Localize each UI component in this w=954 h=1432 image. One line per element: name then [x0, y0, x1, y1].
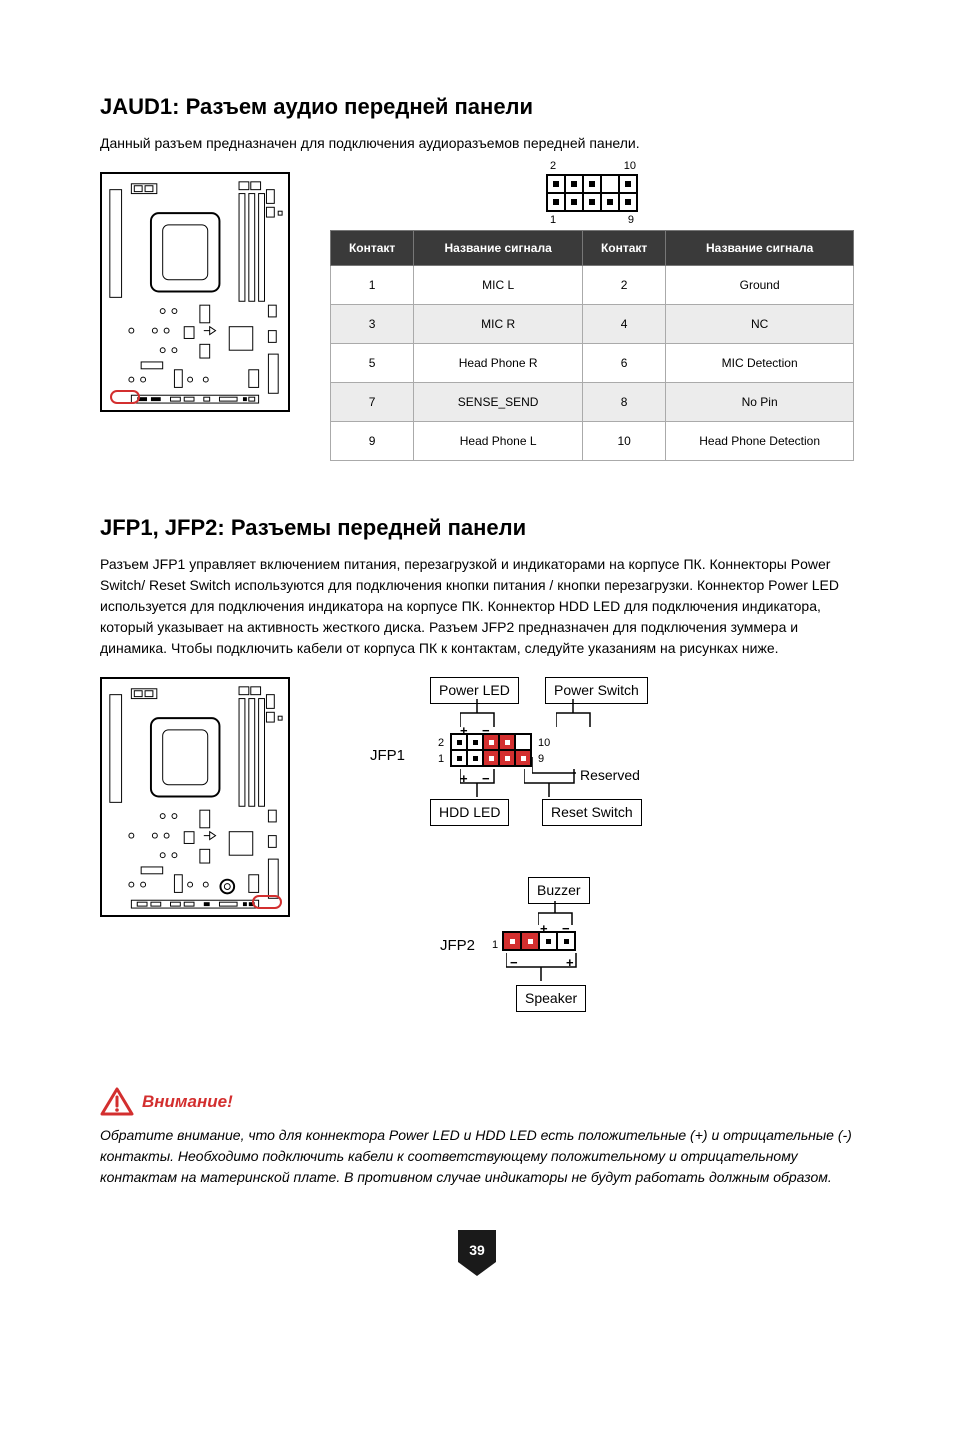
- table-cell: MIC L: [414, 266, 583, 305]
- table-cell: Ground: [666, 266, 854, 305]
- buzzer-label: Buzzer: [528, 877, 590, 904]
- table-row: 1MIC L2Ground: [331, 266, 854, 305]
- table-cell: NC: [666, 305, 854, 344]
- table-cell: No Pin: [666, 383, 854, 422]
- table-cell: 2: [583, 266, 666, 305]
- table-cell: 10: [583, 422, 666, 461]
- warning-icon: [100, 1087, 134, 1117]
- motherboard-diagram-2: [100, 677, 290, 917]
- mobo-svg-2: [102, 679, 288, 914]
- jfp1-name: JFP1: [370, 745, 405, 768]
- pin-label-2: 2: [550, 158, 556, 175]
- motherboard-diagram-1: [100, 172, 290, 412]
- bracket-top-right: [556, 699, 596, 729]
- table-row: 3MIC R4NC: [331, 305, 854, 344]
- jaud1-row: 2 10 1 9: [100, 172, 854, 461]
- speaker-label: Speaker: [516, 985, 586, 1012]
- table-cell: 1: [331, 266, 414, 305]
- bracket-bot-left: [460, 769, 500, 799]
- bracket-speaker: [506, 953, 580, 983]
- th-signal-1: Название сигнала: [414, 231, 583, 266]
- jfp1-pin-10: 10: [538, 735, 550, 752]
- table-row: 9Head Phone L10Head Phone Detection: [331, 422, 854, 461]
- jaud1-desc: Данный разъем предназначен для подключен…: [100, 133, 854, 154]
- reserved-label: Reserved: [580, 765, 640, 786]
- warning-text: Обратите внимание, что для коннектора Po…: [100, 1125, 854, 1188]
- jfp-row: Power LED Power Switch + − JFP1 2 1 10 9: [100, 677, 854, 1057]
- reset-switch-label: Reset Switch: [542, 799, 642, 826]
- jfp-heading: JFP1, JFP2: Разъемы передней панели: [100, 511, 854, 544]
- jfp1-pin-2: 2: [438, 735, 444, 752]
- th-signal-2: Название сигнала: [666, 231, 854, 266]
- page-number: 39: [455, 1228, 499, 1278]
- jfp1-block: Power LED Power Switch + − JFP1 2 1 10 9: [330, 677, 854, 847]
- table-cell: Head Phone R: [414, 344, 583, 383]
- th-pin-1: Контакт: [331, 231, 414, 266]
- table-cell: MIC R: [414, 305, 583, 344]
- table-cell: 3: [331, 305, 414, 344]
- warning-header: Внимание!: [100, 1087, 854, 1117]
- jaud1-pin-diagram: 2 10 1 9: [330, 172, 854, 212]
- table-cell: 8: [583, 383, 666, 422]
- jaud1-heading: JAUD1: Разъем аудио передней панели: [100, 90, 854, 123]
- jfp-diagrams: Power LED Power Switch + − JFP1 2 1 10 9: [330, 677, 854, 1057]
- page-badge: 39: [455, 1228, 499, 1278]
- table-cell: 7: [331, 383, 414, 422]
- jfp-desc: Разъем JFP1 управляет включением питания…: [100, 554, 854, 659]
- jfp-highlight-circle: [252, 895, 282, 909]
- table-cell: 9: [331, 422, 414, 461]
- jfp2-pin-1: 1: [492, 937, 498, 954]
- table-cell: 4: [583, 305, 666, 344]
- table-cell: MIC Detection: [666, 344, 854, 383]
- jaud1-right-col: 2 10 1 9: [330, 172, 854, 461]
- th-pin-2: Контакт: [583, 231, 666, 266]
- jaud1-highlight-circle: [110, 390, 140, 404]
- table-cell: 6: [583, 344, 666, 383]
- pin-label-9: 9: [628, 212, 634, 229]
- jfp2-name: JFP2: [440, 935, 475, 958]
- mobo-svg-1: [102, 174, 288, 409]
- table-row: 7SENSE_SEND8No Pin: [331, 383, 854, 422]
- table-cell: Head Phone Detection: [666, 422, 854, 461]
- jfp1-pin-1: 1: [438, 751, 444, 768]
- jaud1-signal-table: Контакт Название сигнала Контакт Названи…: [330, 230, 854, 461]
- reserved-line: [532, 757, 582, 777]
- hdd-led-label: HDD LED: [430, 799, 509, 826]
- table-cell: SENSE_SEND: [414, 383, 583, 422]
- warning-title: Внимание!: [142, 1089, 233, 1115]
- table-row: 5Head Phone R6MIC Detection: [331, 344, 854, 383]
- jfp2-block: Buzzer + − JFP2 1 − +: [330, 877, 854, 1027]
- table-cell: 5: [331, 344, 414, 383]
- table-cell: Head Phone L: [414, 422, 583, 461]
- pin-label-10: 10: [624, 158, 636, 175]
- pin-label-1: 1: [550, 212, 556, 229]
